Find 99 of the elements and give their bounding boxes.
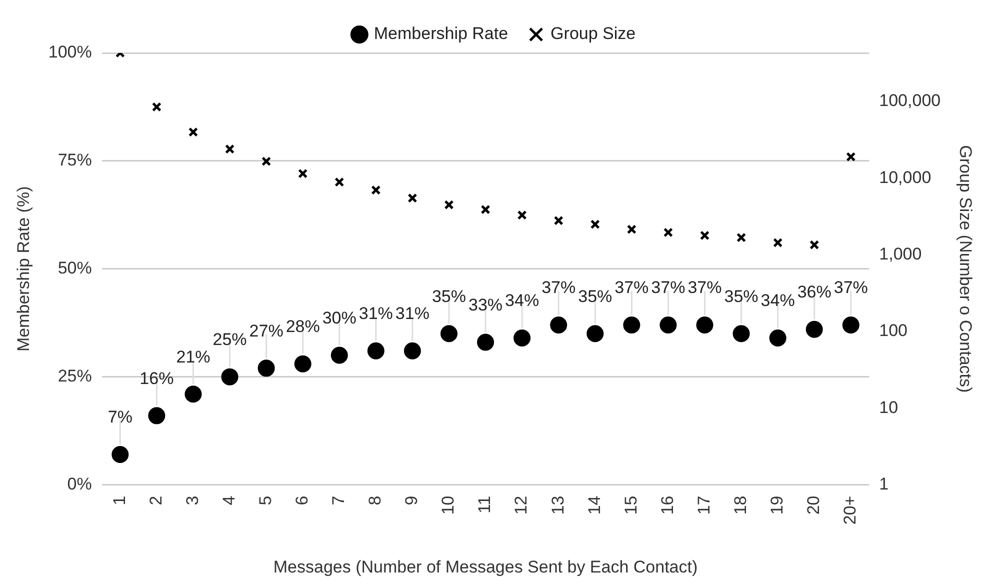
point — [586, 325, 604, 342]
data-label: 31% — [358, 304, 393, 324]
y2-tick-label: 1,000 — [879, 244, 922, 264]
x-tick-label: 13 — [548, 496, 568, 515]
point — [700, 230, 710, 240]
point — [221, 368, 238, 386]
point — [732, 325, 750, 342]
data-label: 33% — [468, 295, 503, 314]
point — [623, 316, 640, 334]
x-tick-label: 2 — [146, 496, 166, 506]
data-label: 37% — [651, 278, 686, 298]
point — [736, 232, 746, 242]
x-tick-label: 6 — [292, 496, 312, 506]
point — [404, 342, 421, 360]
x-tick-label: 20 — [804, 496, 824, 515]
data-label: 35% — [724, 286, 758, 306]
x-tick-label: 8 — [366, 496, 385, 506]
point — [444, 200, 454, 210]
y-axis-title: Membership Rate (%) — [14, 186, 33, 352]
point — [660, 316, 677, 334]
point — [112, 446, 129, 464]
x-tick-label: 11 — [475, 496, 494, 514]
legend-label: Membership Rate — [374, 24, 508, 44]
point — [550, 316, 568, 334]
x-tick-label: 18 — [730, 496, 750, 515]
point — [371, 185, 381, 195]
y2-tick-label: 10,000 — [879, 168, 932, 187]
y2-tick-label: 100 — [879, 321, 908, 340]
point — [517, 210, 527, 220]
point — [846, 152, 856, 162]
x-tick-label: 9 — [402, 496, 422, 506]
point — [334, 177, 344, 187]
y2-tick-label: 100,000 — [879, 91, 941, 110]
y2-axis-title: Group Size (Number o Contacts) — [956, 145, 976, 393]
x-tick-label: 5 — [256, 496, 275, 506]
data-label: 28% — [286, 317, 320, 336]
point — [294, 355, 312, 372]
y-tick-label: 100% — [48, 42, 92, 62]
point — [806, 320, 823, 338]
x-tick-label: 17 — [694, 496, 714, 515]
point — [262, 156, 272, 166]
x-tick-label: 20+ — [840, 496, 860, 525]
data-label: 27% — [249, 321, 284, 340]
point — [842, 316, 860, 334]
point — [367, 342, 384, 360]
y2-tick-label: 1 — [879, 474, 889, 494]
y-tick-label: 0% — [67, 474, 92, 494]
y-tick-label: 50% — [58, 258, 92, 278]
data-label: 37% — [834, 278, 868, 298]
point — [590, 220, 600, 230]
point — [696, 316, 714, 334]
data-label: 16% — [140, 368, 174, 388]
data-label: 34% — [760, 291, 795, 310]
point — [184, 386, 202, 403]
point — [330, 346, 348, 364]
x-axis-title: Messages (Number of Messages Sent by Each Contact) — [273, 557, 698, 576]
data-label: 35% — [432, 286, 466, 306]
point — [408, 193, 418, 203]
point — [298, 168, 308, 178]
point — [477, 334, 494, 351]
data-label: 35% — [578, 286, 612, 306]
point — [148, 407, 166, 424]
point — [773, 238, 783, 248]
x-tick-label: 16 — [658, 496, 677, 515]
x-tick-label: 12 — [512, 496, 531, 515]
data-label: 21% — [176, 347, 210, 366]
data-label: 36% — [797, 282, 832, 302]
data-label: 37% — [542, 278, 576, 298]
y-tick-label: 75% — [58, 150, 92, 170]
point — [810, 240, 820, 250]
point — [152, 102, 162, 112]
point — [440, 325, 458, 342]
data-label: 30% — [322, 308, 356, 328]
legend-label: Group Size — [550, 24, 636, 44]
point — [769, 329, 786, 346]
point — [663, 228, 673, 238]
x-tick-label: 3 — [182, 496, 202, 506]
x-tick-label: 1 — [110, 496, 129, 506]
data-label: 31% — [395, 304, 430, 324]
y2-tick-label: 10 — [879, 398, 898, 417]
data-label: 37% — [614, 278, 649, 298]
x-tick-label: 4 — [219, 496, 238, 506]
x-tick-label: 15 — [621, 496, 640, 515]
point — [258, 360, 275, 377]
point — [480, 204, 490, 214]
x-tick-label: 14 — [584, 496, 604, 515]
point — [188, 127, 198, 137]
x-tick-label: 19 — [767, 496, 786, 515]
data-label: 25% — [212, 330, 247, 350]
y-tick-label: 25% — [58, 366, 92, 386]
data-label: 37% — [688, 278, 722, 298]
point — [626, 224, 636, 234]
point — [514, 329, 531, 346]
x-tick-label: 7 — [329, 496, 348, 506]
point — [554, 216, 564, 226]
x-tick-label: 10 — [438, 496, 458, 515]
data-label: 7% — [108, 408, 132, 427]
point — [224, 144, 235, 154]
data-label: 34% — [505, 291, 540, 310]
